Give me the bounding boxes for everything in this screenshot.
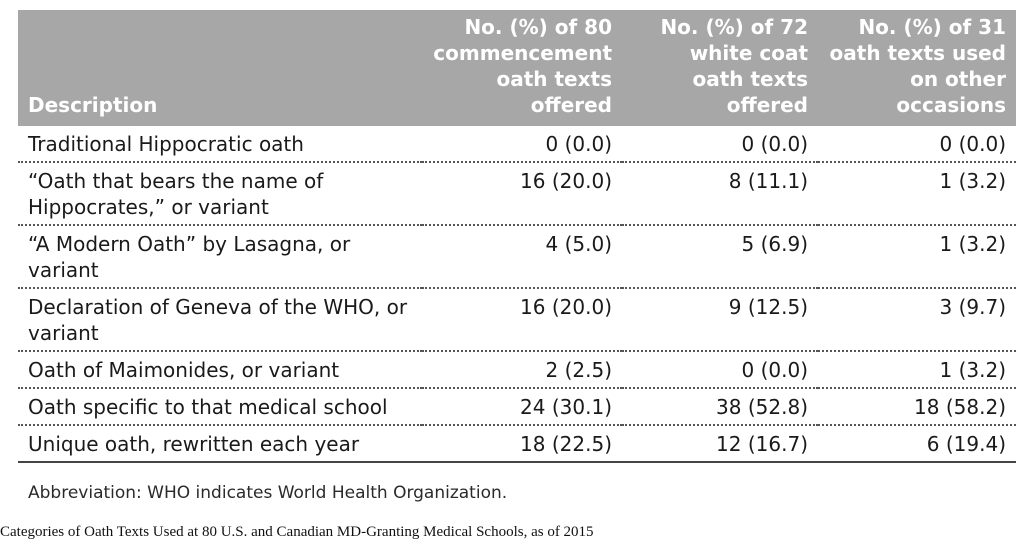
row-other-value: 18 (58.2) <box>818 388 1016 426</box>
table-row: Unique oath, rewritten each year 18 (22.… <box>18 425 1016 463</box>
row-white-coat-value: 38 (52.8) <box>622 388 818 426</box>
table-row: “A Modern Oath” by Lasagna, or variant 4… <box>18 225 1016 289</box>
row-description: Unique oath, rewritten each year <box>18 425 422 463</box>
row-description: Oath specific to that medical school <box>18 388 422 426</box>
table-row: Declaration of Geneva of the WHO, or var… <box>18 288 1016 352</box>
header-commencement: No. (%) of 80 commencement oath texts of… <box>422 10 622 126</box>
header-row: Description No. (%) of 80 commencement o… <box>18 10 1016 126</box>
header-other-occasions: No. (%) of 31 oath texts used on other o… <box>818 10 1016 126</box>
header-description: Description <box>18 10 422 126</box>
row-commencement-value: 0 (0.0) <box>422 126 622 163</box>
row-commencement-value: 16 (20.0) <box>422 162 622 226</box>
row-other-value: 0 (0.0) <box>818 126 1016 163</box>
row-commencement-value: 4 (5.0) <box>422 225 622 289</box>
table-row: Oath specific to that medical school 24 … <box>18 388 1016 426</box>
row-commencement-value: 2 (2.5) <box>422 351 622 389</box>
oath-table-container: Description No. (%) of 80 commencement o… <box>18 10 1016 463</box>
row-other-value: 3 (9.7) <box>818 288 1016 352</box>
oath-categories-table: Description No. (%) of 80 commencement o… <box>18 10 1016 463</box>
row-white-coat-value: 9 (12.5) <box>622 288 818 352</box>
table-header: Description No. (%) of 80 commencement o… <box>18 10 1016 126</box>
row-other-value: 1 (3.2) <box>818 225 1016 289</box>
row-white-coat-value: 0 (0.0) <box>622 126 818 163</box>
table-footnote: Abbreviation: WHO indicates World Health… <box>28 483 508 503</box>
row-description: “A Modern Oath” by Lasagna, or variant <box>18 225 422 289</box>
header-white-coat: No. (%) of 72 white coat oath texts offe… <box>622 10 818 126</box>
row-commencement-value: 24 (30.1) <box>422 388 622 426</box>
row-commencement-value: 18 (22.5) <box>422 425 622 463</box>
row-white-coat-value: 12 (16.7) <box>622 425 818 463</box>
table-row: Oath of Maimonides, or variant 2 (2.5) 0… <box>18 351 1016 389</box>
row-white-coat-value: 5 (6.9) <box>622 225 818 289</box>
table-row: Traditional Hippocratic oath 0 (0.0) 0 (… <box>18 126 1016 163</box>
table-caption: Categories of Oath Texts Used at 80 U.S.… <box>0 524 594 540</box>
row-other-value: 6 (19.4) <box>818 425 1016 463</box>
table-body: Traditional Hippocratic oath 0 (0.0) 0 (… <box>18 126 1016 463</box>
row-description: “Oath that bears the name of Hippocrates… <box>18 162 422 226</box>
row-other-value: 1 (3.2) <box>818 351 1016 389</box>
row-white-coat-value: 8 (11.1) <box>622 162 818 226</box>
row-description: Traditional Hippocratic oath <box>18 126 422 163</box>
row-commencement-value: 16 (20.0) <box>422 288 622 352</box>
row-description: Declaration of Geneva of the WHO, or var… <box>18 288 422 352</box>
row-description: Oath of Maimonides, or variant <box>18 351 422 389</box>
row-white-coat-value: 0 (0.0) <box>622 351 818 389</box>
table-row: “Oath that bears the name of Hippocrates… <box>18 162 1016 226</box>
row-other-value: 1 (3.2) <box>818 162 1016 226</box>
